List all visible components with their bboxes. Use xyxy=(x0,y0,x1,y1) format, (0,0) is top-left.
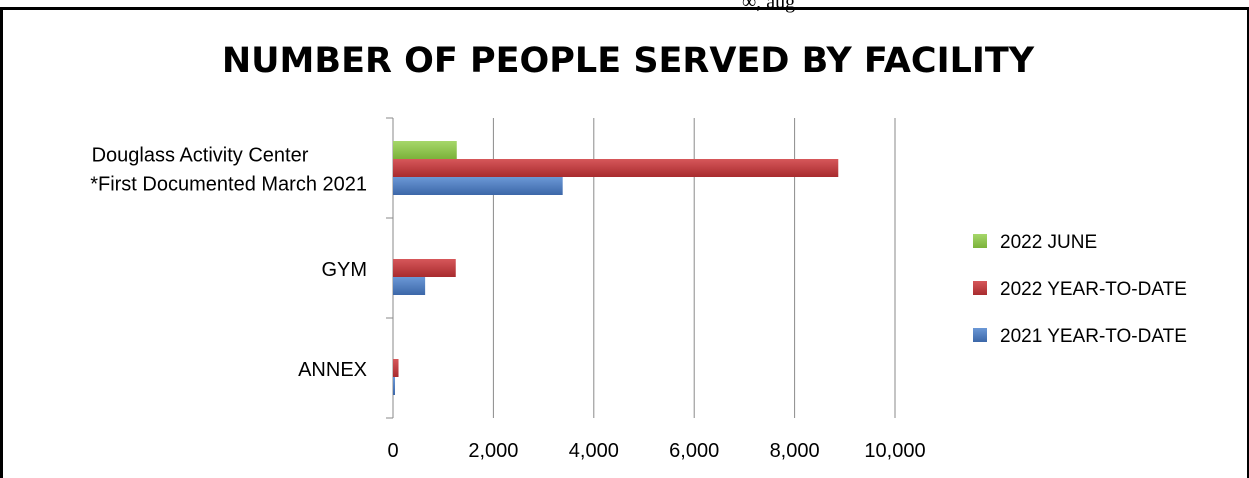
legend-swatch xyxy=(973,328,987,342)
legend-swatch xyxy=(973,234,987,248)
bar-2021-year-to-date xyxy=(393,177,563,195)
legend-label: 2021 YEAR-TO-DATE xyxy=(1000,326,1187,347)
page-header-fragment: ∞, aug xyxy=(742,0,795,13)
legend-label: 2022 JUNE xyxy=(1000,232,1097,253)
x-tick-label: 0 xyxy=(387,440,398,462)
legend-label: 2022 YEAR-TO-DATE xyxy=(1000,279,1187,300)
category-label: ANNEX xyxy=(298,359,367,381)
x-tick-label: 10,000 xyxy=(864,440,925,462)
bar-2022-june xyxy=(393,141,457,159)
legend-swatch xyxy=(973,281,987,295)
x-tick-label: 6,000 xyxy=(669,440,719,462)
x-tick-label: 2,000 xyxy=(468,440,518,462)
chart-title: NUMBER OF PEOPLE SERVED BY FACILITY xyxy=(222,41,1035,81)
plot-area: Douglass Activity Center *First Documente… xyxy=(90,117,926,462)
x-tick-label: 4,000 xyxy=(569,440,619,462)
x-tick-label: 8,000 xyxy=(770,440,820,462)
bar-2022-year-to-date xyxy=(393,359,399,377)
bar-2021-year-to-date xyxy=(393,377,396,395)
bar-2022-year-to-date xyxy=(393,159,839,177)
bar-2021-year-to-date xyxy=(393,277,426,295)
bar-2022-year-to-date xyxy=(393,259,456,277)
legend: 2022 JUNE 2022 YEAR-TO-DATE 2021 YEAR-TO-D… xyxy=(973,232,1187,347)
category-label: Douglass Activity Center *First Documente… xyxy=(90,145,367,196)
category-label: GYM xyxy=(321,259,367,281)
